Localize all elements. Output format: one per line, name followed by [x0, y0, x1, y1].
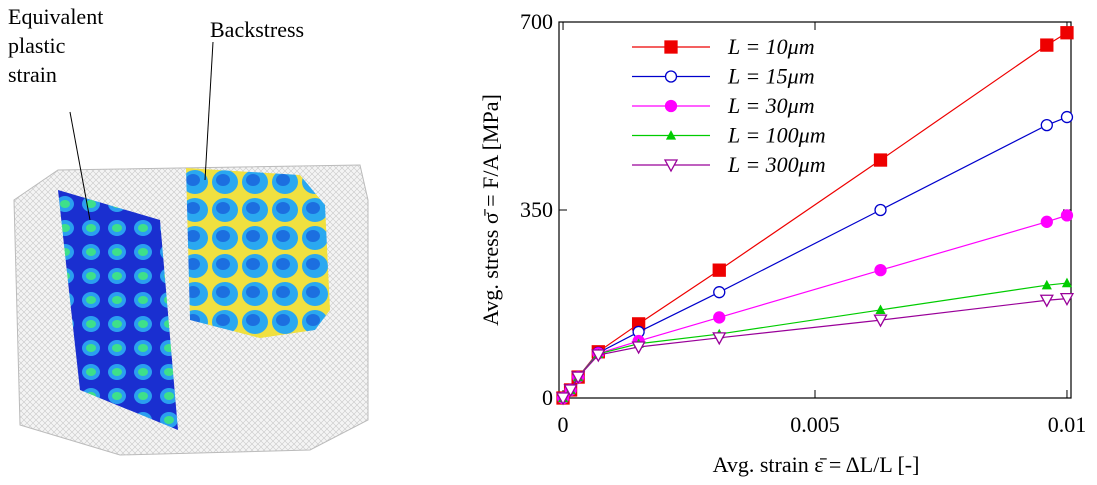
x-tick-label: 0 — [558, 412, 569, 437]
marker — [713, 286, 726, 299]
legend-label: L = 10μm — [727, 34, 815, 59]
marker — [665, 130, 677, 140]
image-label: plastic — [8, 33, 66, 58]
marker — [874, 264, 887, 277]
x-tick-label: 0.005 — [790, 412, 840, 437]
marker — [712, 263, 726, 277]
marker — [664, 70, 678, 83]
marker — [874, 203, 887, 217]
y-tick-label: 700 — [520, 9, 553, 34]
marker — [1039, 294, 1054, 308]
mesh-image — [13, 41, 369, 456]
legend-label: L = 100μm — [727, 123, 826, 148]
marker — [555, 392, 571, 406]
y-axis-label: Avg. stress σ̄ = F/A [MPa] — [478, 94, 503, 326]
marker — [713, 311, 726, 324]
legend-label: L = 30μm — [727, 93, 815, 118]
image-label: strain — [8, 62, 57, 87]
marker — [1040, 38, 1054, 52]
legend-label: L = 15μm — [727, 64, 815, 89]
marker — [1040, 118, 1053, 132]
marker — [875, 304, 886, 315]
y-tick-label: 350 — [520, 197, 553, 222]
marker — [1060, 110, 1074, 124]
marker — [1041, 279, 1052, 290]
marker — [664, 99, 678, 113]
marker — [1060, 26, 1074, 40]
marker — [1059, 292, 1075, 306]
marker — [1061, 277, 1073, 288]
y-tick-label: 0 — [542, 385, 553, 410]
legend-label: L = 300μm — [727, 152, 826, 177]
image-label: Equivalent — [8, 4, 103, 29]
marker — [563, 384, 578, 398]
marker — [873, 314, 888, 328]
marker — [873, 153, 888, 167]
x-tick-label: 0.01 — [1048, 412, 1087, 437]
marker — [664, 40, 678, 54]
marker — [1060, 209, 1074, 222]
marker — [591, 349, 606, 363]
marker — [712, 332, 727, 346]
marker — [1040, 215, 1053, 228]
image-label: Backstress — [210, 17, 304, 42]
x-axis-label: Avg. strain ε̄ = ΔL/L [-] — [713, 452, 920, 477]
marker — [631, 341, 646, 355]
marker — [571, 371, 586, 385]
marker — [663, 159, 679, 173]
